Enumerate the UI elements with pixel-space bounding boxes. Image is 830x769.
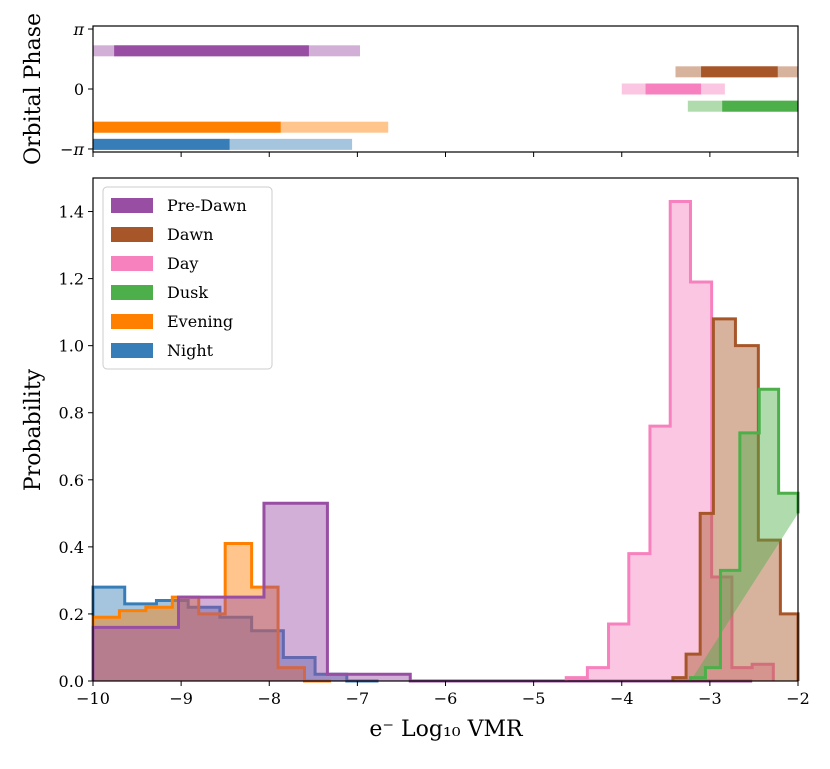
bottom-y-tick-label: 1.4 [59,203,84,222]
legend-swatch-evening [111,314,153,329]
legend-swatch-pre-dawn [111,198,153,213]
histogram-series [91,199,800,683]
histogram-fill-pre-dawn [93,503,753,681]
bottom-y-axis-label: Probability [21,368,46,491]
legend-label: Day [167,254,198,273]
bottom-x-tick-label: −2 [786,689,810,708]
bottom-x-tick-label: −7 [346,689,370,708]
legend-label: Dusk [167,283,208,302]
histogram-fill-evening [93,543,331,681]
histogram-outline-evening [91,542,331,683]
legend-items: Pre-Dawn Dawn Day Dusk Evening Night [111,196,247,360]
bottom-y-tick-label: 0.8 [59,404,84,423]
bottom-x-tick-label: −6 [434,689,458,708]
legend-label: Night [167,341,214,360]
bottom-y-tick-label: 0.4 [59,538,84,557]
bottom-x-tick-label: −9 [169,689,193,708]
bottom-x-tick-label: −10 [76,689,110,708]
phase-bar-inner-dusk [722,100,798,112]
histogram-fill-day [566,201,774,681]
phase-bar-inner-day [645,83,702,95]
histogram-panel: 0.0 0.2 0.4 0.6 0.8 1.0 1.2 1.4 −10 −9 −8 −7 −6 −5 −4… [21,177,810,742]
bottom-x-tick-label: −4 [610,689,634,708]
top-y-ticks: π 0 −π [60,20,93,159]
legend-label: Dawn [167,225,213,244]
bottom-x-axis-label: e⁻ Log₁₀ VMR [369,717,524,742]
histogram-outline-day [564,199,775,681]
bottom-x-tick-label: −3 [698,689,722,708]
orbital-phase-panel: π 0 −π Orbital Phase [21,13,799,165]
histogram-outline-dawn [671,317,800,681]
bottom-x-tick-label: −8 [257,689,281,708]
legend-label: Pre-Dawn [167,196,247,215]
top-x-ticks [92,152,799,157]
phase-bars [93,45,798,150]
legend: Pre-Dawn Dawn Day Dusk Evening Night [102,186,273,370]
legend-swatch-dusk [111,285,153,300]
top-y-tick-label: π [72,20,84,39]
bottom-x-tick-label: −5 [522,689,546,708]
phase-bar-inner-night [93,138,230,150]
bottom-x-ticks: −10 −9 −8 −7 −6 −5 −4 −3 −2 [76,681,810,708]
histogram-outline-dusk [688,387,800,681]
legend-label: Evening [167,312,233,331]
histogram-fill-dusk [690,389,798,681]
phase-bar-inner-dawn [701,66,778,78]
bottom-y-ticks: 0.0 0.2 0.4 0.6 0.8 1.0 1.2 1.4 [59,203,93,691]
top-y-axis-label: Orbital Phase [21,13,46,165]
bottom-y-tick-label: 0.2 [59,605,84,624]
histogram-fill-dawn [672,318,798,681]
legend-swatch-day [111,256,153,271]
top-y-tick-label: 0 [74,80,84,99]
bottom-y-tick-label: 1.2 [59,270,84,289]
bottom-y-tick-label: 0.6 [59,471,84,490]
phase-bar-inner-pre-dawn [114,45,309,57]
histogram-outline-night [91,585,379,683]
top-y-tick-label: −π [60,140,84,159]
bottom-y-tick-label: 1.0 [59,337,84,356]
bottom-y-tick-label: 0.0 [59,672,84,691]
legend-swatch-night [111,343,153,358]
phase-bar-inner-evening [93,121,281,133]
legend-swatch-dawn [111,227,153,242]
